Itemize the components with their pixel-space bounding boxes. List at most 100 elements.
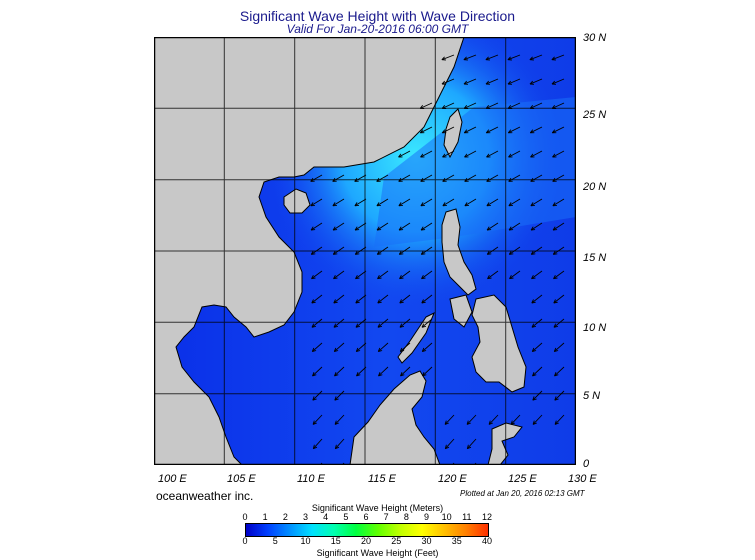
wave-arrow-head (487, 229, 492, 231)
wave-arrow-head (530, 226, 534, 231)
wave-arrow-head (399, 253, 404, 255)
wave-arrow-head (377, 323, 381, 328)
colorbar-meters-tick: 5 (343, 512, 349, 522)
wave-arrow-head (509, 274, 512, 279)
wave-arrow (334, 390, 345, 401)
wave-arrow (420, 174, 433, 182)
wave-band-north (374, 97, 576, 247)
wave-arrow-head (334, 422, 339, 425)
wave-arrow (530, 198, 543, 207)
wave-arrow (552, 198, 565, 207)
wave-arrow-head (400, 350, 405, 353)
wave-arrow-head (356, 350, 361, 353)
wave-arrow-head (355, 323, 359, 328)
wave-arrow (530, 174, 543, 182)
wave-arrow-head (510, 420, 513, 425)
wave-arrow-head (398, 250, 402, 255)
wave-arrow-head (422, 350, 427, 353)
wave-arrow-head (442, 153, 446, 158)
wave-arrow (552, 150, 565, 158)
wave-arrow-head (486, 250, 490, 255)
lat-label-20n: 20 N (583, 181, 607, 193)
wave-arrow (334, 342, 345, 352)
luzon-island (441, 208, 477, 296)
wave-arrow-head (507, 80, 512, 85)
wave-arrow-head (312, 420, 315, 425)
wave-arrow-head (464, 153, 468, 158)
wave-arrow (332, 174, 345, 182)
wave-arrow-head (377, 274, 380, 279)
colorbar-meters-tick: 2 (282, 512, 288, 522)
wave-arrow-head (463, 56, 467, 61)
wave-arrow-head (400, 374, 405, 377)
wave-arrow-head (376, 202, 380, 207)
wave-arrow-head (311, 299, 314, 304)
wave-arrow (355, 318, 367, 328)
wave-arrow (553, 294, 565, 304)
wave-arrow-head (532, 398, 537, 401)
wave-arrow (552, 102, 565, 109)
wave-arrow-head (421, 323, 425, 328)
wave-arrow-head (553, 323, 557, 328)
wave-arrow-head (399, 277, 404, 280)
colorbar-feet-tick: 15 (330, 536, 341, 546)
wave-arrow-head (398, 226, 402, 231)
wave-arrow (486, 126, 499, 134)
colorbar-meters-tick: 9 (423, 512, 430, 522)
wave-arrow (355, 270, 367, 280)
wave-arrow-head (508, 250, 512, 255)
colorbar-meters-tick: 1 (262, 512, 268, 522)
graticule (154, 37, 576, 465)
wave-arrow-head (507, 56, 511, 61)
wave-arrow (355, 294, 367, 304)
lon-label-130e: 130 E (568, 473, 597, 485)
wave-arrow (399, 246, 411, 255)
colorbar (245, 523, 489, 537)
wave-arrow (377, 246, 389, 255)
lat-label-15n: 15 N (583, 252, 607, 264)
wave-arrow-head (508, 202, 512, 207)
colorbar-feet-tick: 35 (451, 536, 462, 546)
wave-arrow-head (488, 422, 493, 425)
wave-arrow (420, 198, 433, 207)
wave-arrow (485, 78, 499, 85)
wave-arrow-head (466, 420, 469, 425)
wave-arrow (532, 342, 543, 352)
wave-arrow-head (311, 323, 315, 328)
wave-arrow (508, 222, 521, 231)
wave-arrow-head (553, 277, 558, 280)
colorbar-meters-tick: 6 (363, 512, 369, 522)
wave-arrow (442, 198, 455, 207)
wave-arrow-head (531, 277, 536, 280)
wave-arrow-head (441, 56, 445, 61)
wave-arrow-head (376, 226, 380, 231)
wave-arrow-head (421, 253, 426, 255)
wave-arrow (421, 318, 433, 328)
wave-arrow (333, 246, 345, 255)
wave-arrow-head (485, 105, 490, 109)
wave-arrow-head (311, 301, 316, 304)
wave-arrow-head (334, 374, 339, 377)
wave-arrow-head (529, 80, 534, 85)
wave-arrow (442, 174, 455, 182)
wave-arrow (486, 174, 499, 182)
wave-arrow (444, 414, 455, 425)
wave-arrow-head (554, 422, 559, 425)
wave-arrow-head (354, 177, 358, 182)
wave-arrow-head (311, 347, 315, 352)
wave-arrow-head (444, 422, 449, 425)
wave-arrow (441, 78, 455, 85)
wave-arrow (464, 126, 477, 134)
wave-arrow (311, 318, 323, 328)
wave-arrow-head (552, 153, 556, 158)
wave-arrow (554, 366, 565, 377)
wave-arrow-head (554, 420, 557, 425)
wave-arrow-head (530, 202, 534, 207)
wave-arrow (486, 222, 499, 231)
wave-arrow-head (312, 422, 317, 425)
wave-arrow-head (508, 153, 512, 158)
wave-arrow-head (310, 250, 314, 255)
wave-arrow-head (532, 374, 537, 377)
wave-arrow-head (355, 277, 360, 280)
wave-arrow-head (466, 444, 469, 449)
